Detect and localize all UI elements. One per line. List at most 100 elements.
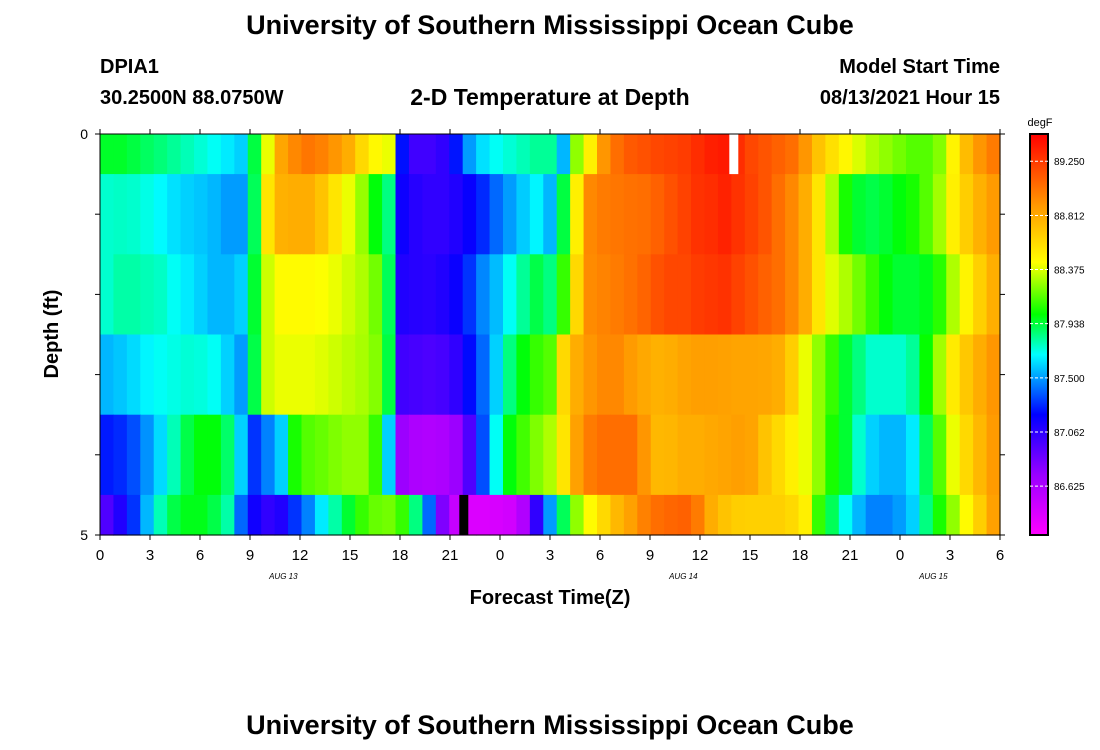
- heatmap-cell: [865, 174, 880, 255]
- heatmap-cell: [462, 254, 477, 336]
- heatmap-cell: [838, 174, 853, 255]
- heatmap-cell: [865, 414, 880, 496]
- heatmap-cell: [489, 494, 504, 536]
- heatmap-cell: [879, 414, 894, 496]
- heatmap-cell: [731, 174, 746, 255]
- heatmap-cell: [247, 174, 262, 255]
- heatmap-cell: [704, 254, 719, 336]
- heatmap-cell: [220, 334, 235, 416]
- heatmap-cell: [382, 134, 397, 175]
- heatmap-cell: [529, 134, 544, 175]
- heatmap-cell: [355, 414, 370, 496]
- heatmap-cell: [852, 254, 867, 336]
- x-tick-label: 18: [392, 547, 409, 564]
- heatmap-cell: [194, 494, 209, 536]
- x-tick-label: 0: [896, 547, 904, 564]
- heatmap-cell: [758, 334, 773, 416]
- heatmap-cell: [234, 414, 249, 496]
- heatmap-cell: [637, 494, 652, 536]
- heatmap-cell: [543, 334, 558, 416]
- colorbar-tick-label: 86.625: [1054, 482, 1085, 493]
- heatmap-cell: [691, 414, 706, 496]
- heatmap-cell: [785, 174, 800, 255]
- heatmap-cell: [691, 174, 706, 255]
- heatmap-cell: [597, 134, 612, 175]
- heatmap-cell: [570, 334, 585, 416]
- heatmap-cell: [852, 174, 867, 255]
- heatmap-cell: [691, 334, 706, 416]
- heatmap-cell: [905, 494, 920, 536]
- heatmap-cell: [865, 494, 880, 536]
- heatmap-cell: [932, 134, 947, 175]
- heatmap-cell: [261, 494, 276, 536]
- heatmap-cell: [583, 494, 598, 536]
- heatmap-cell: [341, 414, 356, 496]
- heatmap-cell: [623, 414, 638, 496]
- heatmap-cell: [543, 254, 558, 336]
- heatmap-cell: [422, 414, 437, 496]
- heatmap-cell: [623, 174, 638, 255]
- heatmap-cell: [247, 134, 262, 175]
- station-id: DPIA1: [100, 56, 159, 78]
- date-label: AUG 13: [268, 572, 298, 581]
- heatmap-cell: [100, 414, 115, 496]
- heatmap-cell: [946, 254, 961, 336]
- heatmap-cell: [153, 494, 168, 536]
- heatmap-cell: [529, 174, 544, 255]
- heatmap-cell: [879, 494, 894, 536]
- heatmap-cell: [785, 134, 800, 175]
- heatmap-cell: [865, 134, 880, 175]
- x-axis: 0 3 6 9 12 15 18 21 0 3 6 9 12 15 18 21 0 3 6 AUG 13 AUG 14 A…: [96, 129, 1004, 581]
- heatmap-cell: [932, 414, 947, 496]
- heatmap-cell: [153, 254, 168, 336]
- heatmap-cell: [408, 174, 423, 255]
- y-axis-label: Depth (ft): [41, 290, 63, 379]
- heatmap-cell: [892, 134, 907, 175]
- heatmap-cell: [449, 334, 464, 416]
- heatmap-cell: [744, 414, 759, 496]
- heatmap-cell: [785, 494, 800, 536]
- heatmap-cell: [489, 414, 504, 496]
- heatmap-cell: [502, 254, 518, 336]
- heatmap-cell: [180, 334, 195, 416]
- heatmap-cell: [476, 134, 491, 175]
- heatmap-cell: [516, 334, 531, 416]
- heatmap-cell: [220, 494, 235, 536]
- colorbar-tick-label: 89.250: [1054, 157, 1085, 168]
- heatmap-cell: [879, 174, 894, 255]
- heatmap-cell: [959, 134, 974, 175]
- heatmap-cell: [932, 494, 947, 536]
- heatmap-cell: [435, 494, 450, 536]
- heatmap-cell: [758, 174, 773, 255]
- y-axis: 05: [80, 126, 1005, 543]
- heatmap-cell: [986, 494, 1001, 536]
- heatmap-cell: [167, 334, 182, 416]
- heatmap-cell: [919, 134, 934, 175]
- heatmap-cell: [476, 254, 491, 336]
- heatmap-cell: [798, 134, 813, 175]
- heatmap-cell: [543, 494, 558, 536]
- heatmap-cell: [919, 254, 934, 336]
- heatmap-cell: [355, 174, 370, 255]
- heatmap-cell: [650, 494, 665, 536]
- heatmap-cell: [529, 334, 544, 416]
- heatmap-cell: [489, 254, 504, 336]
- colorbar-tick-label: 87.500: [1054, 374, 1085, 385]
- heatmap-cell: [771, 134, 786, 175]
- heatmap-cell: [959, 174, 974, 255]
- heatmap-cell: [771, 254, 786, 336]
- heatmap-cell: [583, 174, 598, 255]
- y-tick-label: 5: [80, 527, 88, 543]
- heatmap-cell: [167, 414, 182, 496]
- heatmap-cell: [838, 334, 853, 416]
- heatmap-cell: [355, 254, 370, 336]
- heatmap-cell: [771, 494, 786, 536]
- heatmap-cell: [610, 134, 625, 175]
- heatmap-cell: [852, 334, 867, 416]
- heatmap-cell: [785, 414, 800, 496]
- heatmap-cell: [341, 254, 356, 336]
- heatmap-cell: [476, 174, 491, 255]
- heatmap-cell: [892, 334, 907, 416]
- heatmap-cell: [261, 134, 276, 175]
- heatmap-cell: [220, 414, 235, 496]
